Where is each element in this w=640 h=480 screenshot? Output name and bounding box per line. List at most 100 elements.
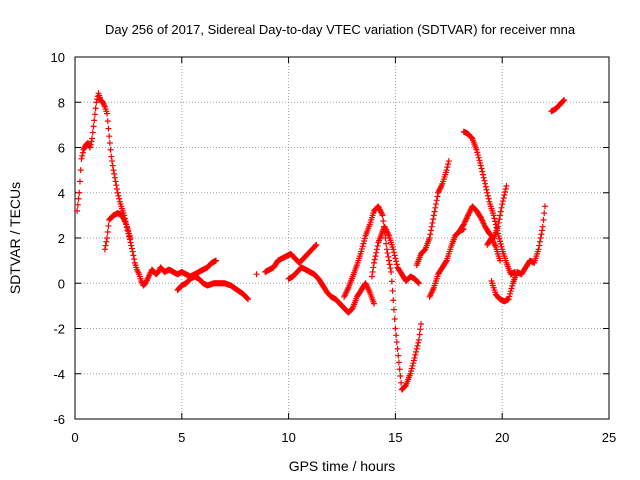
data-point xyxy=(480,174,487,181)
data-point xyxy=(397,373,404,380)
data-point xyxy=(428,227,434,234)
data-point xyxy=(388,268,395,275)
data-point xyxy=(253,271,260,278)
data-point xyxy=(92,105,99,112)
y-axis-label: SDTVAR / TECUs xyxy=(7,182,23,294)
data-point xyxy=(540,216,547,223)
y-tick-label: -6 xyxy=(53,412,65,427)
data-point xyxy=(427,231,434,238)
data-point xyxy=(104,118,111,125)
x-tick-label: 20 xyxy=(495,430,509,445)
data-point xyxy=(361,235,368,242)
data-point xyxy=(109,158,116,165)
data-point xyxy=(105,222,112,229)
data-point xyxy=(107,146,114,153)
data-point xyxy=(445,158,452,165)
data-point xyxy=(494,223,501,230)
data-point xyxy=(499,201,506,208)
data-point xyxy=(395,352,402,359)
data-point xyxy=(411,354,418,361)
data-points xyxy=(74,90,568,393)
data-point xyxy=(415,280,422,287)
data-point xyxy=(361,238,368,245)
data-point xyxy=(536,242,543,249)
data-point xyxy=(430,216,437,223)
data-point xyxy=(244,295,251,302)
y-tick-label: 10 xyxy=(51,50,65,65)
data-point xyxy=(477,159,484,166)
y-tick-labels: -6 -4 -2 0 2 4 6 8 10 xyxy=(51,50,65,427)
data-point xyxy=(105,125,112,132)
data-point xyxy=(393,332,400,339)
data-point xyxy=(76,178,83,185)
data-point xyxy=(74,207,81,214)
data-point xyxy=(477,162,484,169)
data-point xyxy=(398,379,405,386)
data-point xyxy=(497,208,504,215)
data-point xyxy=(479,168,486,175)
data-point xyxy=(111,174,118,181)
data-point xyxy=(507,288,514,295)
data-point xyxy=(390,246,397,253)
data-point xyxy=(360,240,367,247)
data-point xyxy=(128,242,135,249)
data-point xyxy=(408,365,415,372)
data-point xyxy=(390,297,397,304)
x-tick-label: 15 xyxy=(388,430,402,445)
data-point xyxy=(358,245,365,252)
data-point xyxy=(560,97,567,104)
data-point xyxy=(384,250,391,257)
data-point xyxy=(478,165,485,172)
data-point xyxy=(390,249,397,256)
data-point xyxy=(474,152,481,159)
data-point xyxy=(392,325,399,332)
data-point xyxy=(428,223,435,230)
data-point xyxy=(389,287,396,294)
y-tick-label: -2 xyxy=(53,322,65,337)
data-point xyxy=(371,259,378,266)
data-point xyxy=(358,248,365,255)
data-point xyxy=(541,203,548,210)
data-point xyxy=(416,331,423,338)
data-point xyxy=(413,345,420,352)
data-point xyxy=(373,246,380,253)
data-point xyxy=(432,204,439,211)
x-tick-label: 25 xyxy=(602,430,616,445)
data-point xyxy=(114,185,121,192)
data-point xyxy=(393,261,400,268)
data-point xyxy=(537,235,544,241)
data-point xyxy=(496,235,503,242)
data-point xyxy=(539,227,546,234)
x-tick-labels: 0 5 10 15 20 25 xyxy=(71,430,616,445)
data-point xyxy=(426,235,433,241)
data-point xyxy=(114,189,121,196)
grid-lines xyxy=(75,57,609,419)
data-point xyxy=(482,183,489,190)
data-point xyxy=(538,231,545,238)
data-point xyxy=(481,177,488,184)
data-point xyxy=(407,370,414,377)
data-point xyxy=(408,368,415,375)
data-point xyxy=(312,242,319,249)
data-point xyxy=(373,249,380,256)
data-point xyxy=(391,316,398,323)
data-point xyxy=(93,99,100,106)
data-point xyxy=(245,296,252,303)
data-point xyxy=(433,197,440,204)
data-point xyxy=(432,201,439,208)
data-point xyxy=(89,129,96,136)
data-point xyxy=(490,212,497,219)
data-point xyxy=(414,342,421,349)
data-point xyxy=(482,180,489,187)
y-tick-label: 8 xyxy=(58,95,65,110)
data-point xyxy=(101,246,108,253)
data-point xyxy=(413,348,420,355)
data-point xyxy=(371,256,378,263)
data-point xyxy=(108,153,115,160)
data-point xyxy=(106,133,113,140)
x-tick-label: 10 xyxy=(281,430,295,445)
data-point xyxy=(412,351,419,358)
data-point xyxy=(395,359,402,366)
data-point xyxy=(128,245,135,252)
data-point xyxy=(79,152,86,159)
